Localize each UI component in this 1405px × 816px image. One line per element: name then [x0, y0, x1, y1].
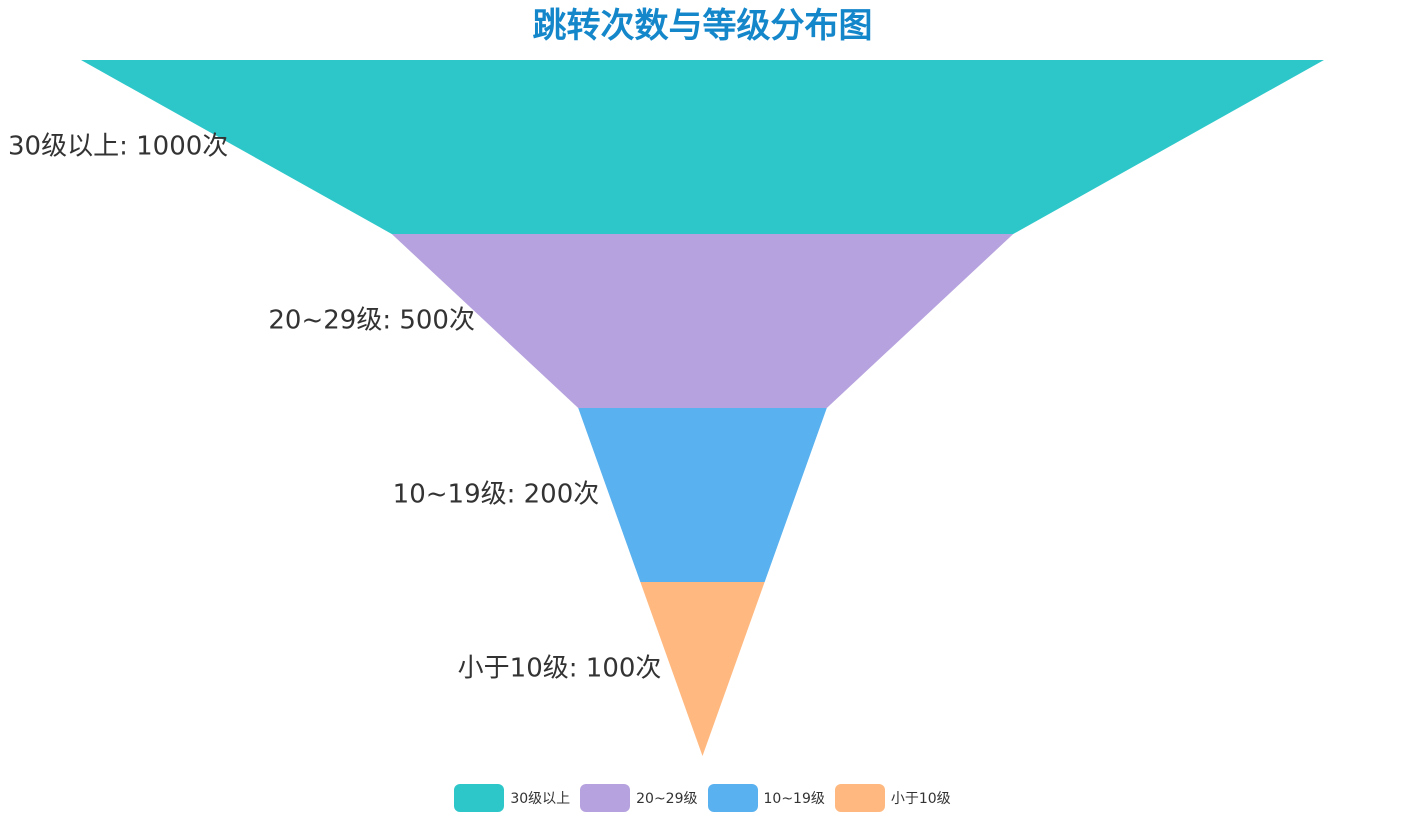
funnel-segment-4[interactable]	[640, 582, 765, 756]
funnel-label-3: 10~19级: 200次	[393, 480, 600, 510]
legend-item-2[interactable]: 20~29级	[580, 784, 698, 812]
chart-title: 跳转次数与等级分布图	[532, 6, 873, 46]
legend-label: 30级以上	[510, 791, 571, 807]
funnel-segment-2[interactable]	[391, 234, 1014, 408]
legend-label: 20~29级	[636, 791, 698, 807]
funnel-segment-3[interactable]	[578, 408, 827, 582]
legend-label: 10~19级	[763, 791, 825, 807]
funnel-label-1: 30级以上: 1000次	[8, 132, 228, 162]
legend-swatch	[580, 784, 631, 812]
funnel-label-4: 小于10级: 100次	[458, 654, 662, 684]
legend-label: 小于10级	[890, 791, 951, 807]
funnel-chart: 30级以上: 1000次 20~29级: 500次 10~19级: 200次小于10…	[8, 60, 1324, 756]
legend: 30级以上 20~29级 10~19级 小于10级	[0, 784, 1405, 812]
legend-swatch	[834, 784, 885, 812]
legend-item-3[interactable]: 10~19级	[707, 784, 825, 812]
funnel-label-2: 20~29级: 500次	[268, 306, 475, 336]
legend-swatch	[707, 784, 758, 812]
legend-swatch	[454, 784, 505, 812]
legend-item-1[interactable]: 30级以上	[454, 784, 570, 812]
legend-item-4[interactable]: 小于10级	[834, 784, 951, 812]
funnel-segment-1[interactable]	[81, 60, 1324, 234]
